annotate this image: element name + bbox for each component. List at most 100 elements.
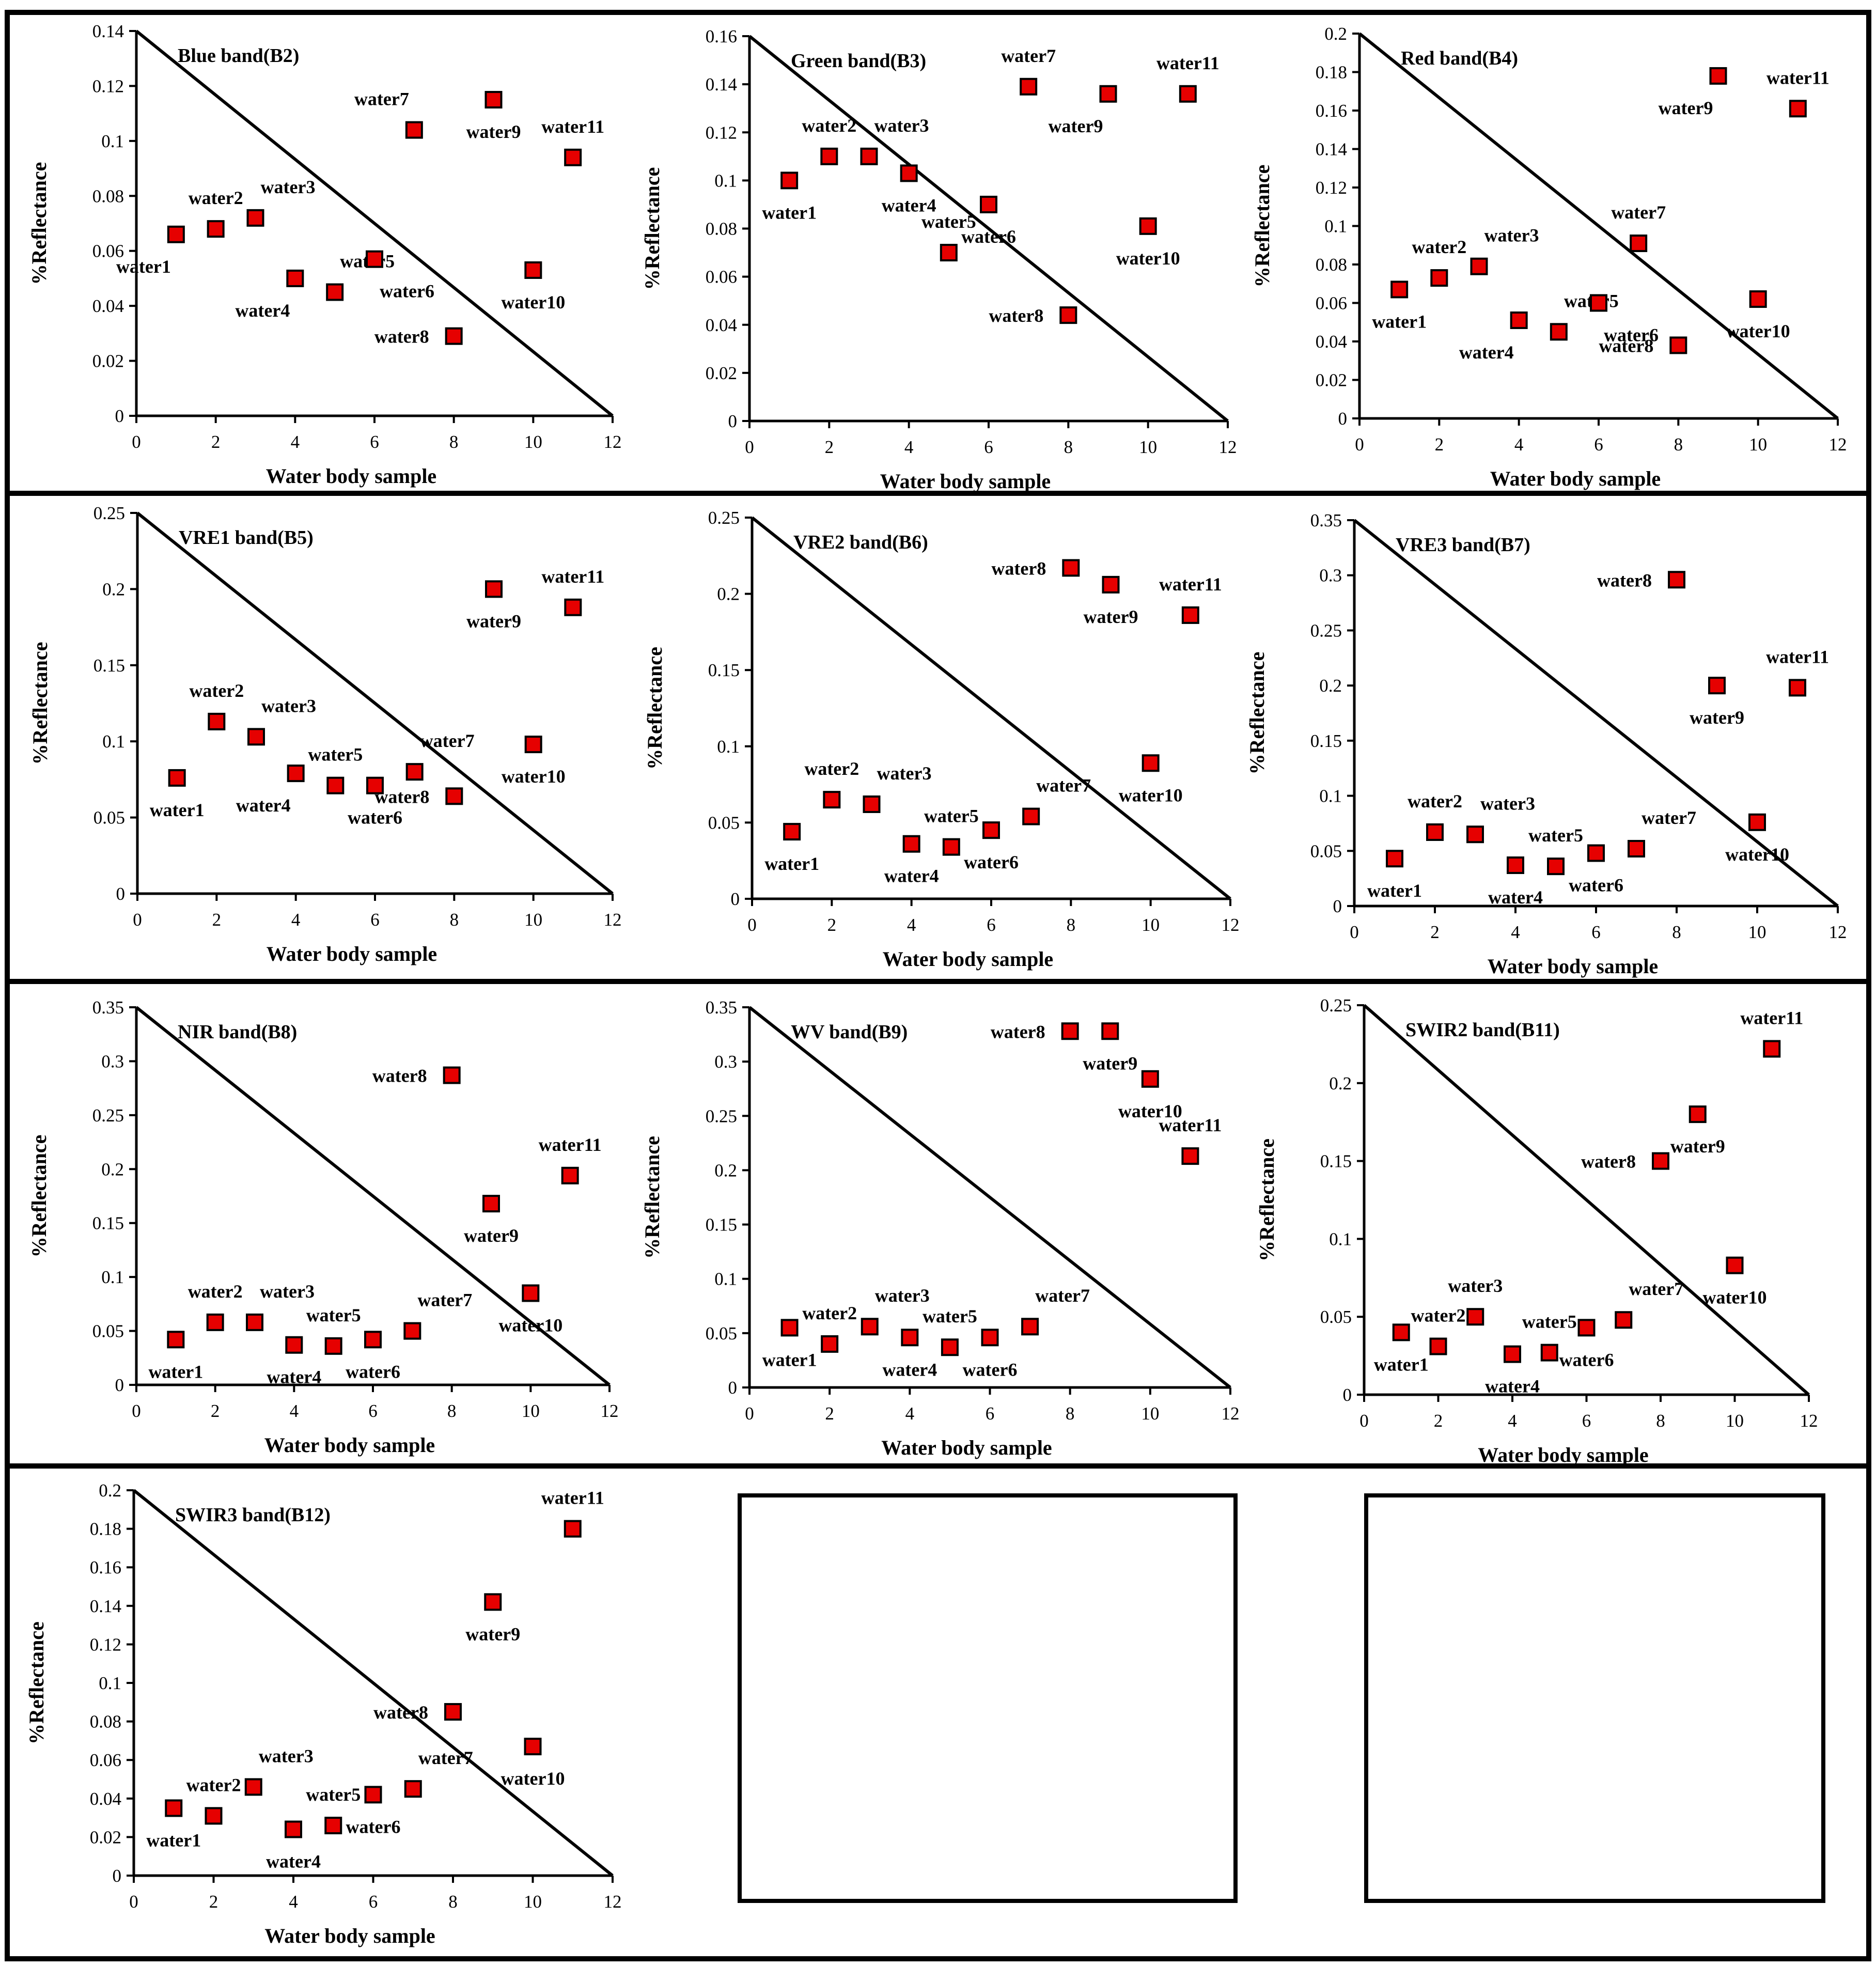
point-label-water10: water10 (498, 1315, 562, 1335)
data-point-water11 (1789, 100, 1807, 118)
data-point-water7 (1022, 807, 1040, 825)
data-point-water5 (324, 1337, 342, 1355)
y-tick-label: 0.02 (706, 363, 737, 383)
point-label-water2: water2 (189, 680, 244, 701)
data-point-water7 (1630, 235, 1648, 253)
point-label-water1: water1 (1367, 880, 1422, 901)
point-label-water11: water11 (1159, 1115, 1222, 1135)
y-tick-label: 0.12 (90, 1634, 121, 1655)
chart-panel-9: 0 2 4 6 8 10 12 0 0.05 0.1 0.15 0.2 0.25 SWIR2 band(B… (1255, 995, 1818, 1466)
data-point-water9 (1101, 1022, 1119, 1040)
data-point-water5 (326, 283, 344, 301)
point-label-water9: water9 (1049, 116, 1103, 136)
y-tick-label: 0.35 (92, 997, 124, 1018)
data-point-water1 (780, 1319, 799, 1337)
point-label-water3: water3 (874, 115, 929, 136)
point-label-water3: water3 (1448, 1275, 1503, 1296)
data-point-water7 (1615, 1311, 1633, 1329)
point-label-water1: water1 (762, 1349, 817, 1370)
x-axis-title: Water body sample (881, 1436, 1052, 1459)
point-label-water9: water9 (465, 1624, 520, 1644)
y-tick-label: 0 (116, 884, 126, 904)
point-label-water7: water7 (1001, 45, 1056, 66)
data-point-water3 (860, 147, 878, 165)
point-label-water7: water7 (1629, 1278, 1683, 1299)
point-label-water11: water11 (541, 566, 604, 587)
panel-title: SWIR2 band(B11) (1405, 1019, 1560, 1041)
data-point-water1 (783, 823, 801, 841)
x-tick-label: 0 (133, 910, 142, 930)
point-label-water6: water6 (1559, 1349, 1614, 1370)
x-tick-label: 8 (447, 1401, 457, 1421)
data-point-water1 (1392, 1323, 1410, 1341)
y-tick-label: 0.1 (1329, 1229, 1352, 1249)
point-label-water11: water11 (1159, 574, 1222, 595)
data-point-water5 (1547, 857, 1565, 876)
x-tick-label: 12 (1829, 922, 1847, 942)
point-label-water2: water2 (1408, 791, 1462, 812)
y-tick-label: 0.08 (92, 186, 124, 206)
data-point-water9 (1102, 575, 1120, 594)
y-tick-label: 0.05 (92, 1321, 124, 1341)
point-label-water1: water1 (116, 256, 171, 277)
x-tick-label: 4 (291, 432, 300, 452)
point-label-water5: water5 (1528, 825, 1583, 846)
y-tick-label: 0 (115, 406, 124, 426)
x-tick-label: 2 (211, 1401, 220, 1421)
point-label-water11: water11 (1740, 1007, 1803, 1028)
data-point-water5 (324, 1817, 342, 1835)
data-point-water10 (1142, 754, 1160, 772)
point-label-water1: water1 (1372, 311, 1427, 332)
empty-panel-1 (738, 1493, 1238, 1903)
point-label-water1: water1 (762, 202, 817, 223)
y-axis-title: %Reflectance (1255, 1138, 1278, 1261)
x-tick-label: 6 (1591, 922, 1601, 942)
data-point-water3 (1466, 1308, 1484, 1326)
point-label-water11: water11 (1766, 646, 1829, 667)
x-tick-label: 8 (1674, 434, 1683, 455)
y-tick-label: 0.14 (90, 1596, 121, 1616)
x-tick-label: 10 (1141, 1403, 1159, 1424)
empty-panel-2 (1364, 1493, 1825, 1903)
y-tick-label: 0.16 (90, 1557, 121, 1578)
y-tick-label: 0.14 (92, 21, 124, 41)
data-point-water3 (247, 728, 265, 746)
point-label-water7: water7 (1611, 202, 1666, 223)
panel-title: VRE3 band(B7) (1396, 534, 1530, 556)
x-tick-label: 8 (1066, 1403, 1075, 1424)
y-tick-label: 0.1 (1324, 216, 1347, 237)
y-tick-label: 0.14 (706, 74, 737, 95)
point-label-water4: water4 (1485, 1376, 1540, 1397)
point-label-water6: water6 (963, 1359, 1018, 1380)
panel-title: NIR band(B8) (178, 1021, 297, 1043)
y-tick-label: 0.25 (93, 503, 125, 523)
x-tick-label: 0 (1350, 922, 1359, 942)
y-tick-label: 0.08 (90, 1712, 121, 1732)
point-label-water8: water8 (372, 1066, 427, 1086)
point-label-water9: water9 (1084, 606, 1138, 627)
x-tick-label: 4 (289, 1892, 298, 1912)
point-label-water7: water7 (1035, 1285, 1090, 1306)
y-tick-label: 0.16 (706, 26, 737, 46)
point-label-water4: water4 (236, 795, 291, 816)
point-label-water10: water10 (1703, 1287, 1767, 1308)
y-tick-label: 0 (731, 889, 740, 909)
point-label-water8: water8 (374, 786, 429, 807)
data-point-water4 (1507, 856, 1524, 875)
point-label-water1: water1 (764, 853, 819, 874)
point-label-water6: water6 (348, 807, 402, 828)
point-label-water11: water11 (1156, 53, 1220, 73)
diagonal-line (135, 1006, 611, 1386)
panel-title: Red band(B4) (1401, 48, 1518, 69)
data-point-water8 (1652, 1152, 1669, 1170)
x-axis-title: Water body sample (883, 947, 1053, 971)
y-tick-label: 0.3 (714, 1052, 737, 1072)
point-label-water10: water10 (1116, 248, 1180, 269)
x-tick-label: 6 (1582, 1411, 1591, 1431)
point-label-water5: water5 (924, 806, 979, 826)
y-tick-label: 0.2 (102, 579, 125, 599)
point-label-water7: water7 (418, 1747, 473, 1768)
data-point-water7 (403, 1322, 421, 1340)
point-label-water6: water6 (380, 281, 434, 302)
data-point-water10 (522, 1284, 540, 1302)
